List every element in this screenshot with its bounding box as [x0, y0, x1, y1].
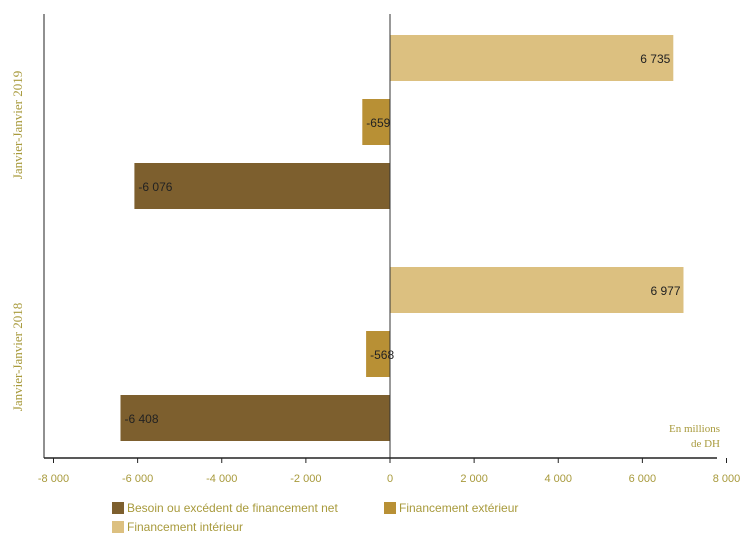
x-tick-label-8: 6 000 [629, 473, 657, 485]
unit-label-line-2: de DH [691, 438, 720, 450]
bar-1-1 [390, 35, 674, 81]
value-label-2-1: 6 977 [650, 284, 680, 298]
value-label-2-3: -6 408 [125, 412, 159, 426]
x-tick-label-7: 4 000 [544, 473, 572, 485]
legend: Besoin ou excédent de financement net Fin… [112, 501, 518, 534]
x-tick-label-9: 8 000 [713, 473, 741, 485]
bar-2-1 [390, 267, 684, 313]
legend-swatch-2 [384, 502, 396, 514]
x-tick-label-4: -2 000 [290, 473, 321, 485]
bar-1-2 [362, 99, 390, 145]
bar-2-2 [366, 331, 390, 377]
axes-layer [43, 14, 727, 463]
legend-label-3: Financement intérieur [127, 520, 243, 534]
bars-layer [120, 35, 684, 441]
bar-1-3 [134, 163, 390, 209]
labels-layer: 6 735 -659 -6 076 Janvier-Janvier 2019 6 977… [10, 52, 740, 485]
legend-swatch-1 [112, 502, 124, 514]
value-label-2-2: -568 [370, 348, 394, 362]
legend-swatch-3 [112, 521, 124, 533]
legend-label-1: Besoin ou excédent de financement net [127, 501, 338, 515]
x-tick-label-2: -6 000 [122, 473, 153, 485]
value-label-1-3: -6 076 [138, 180, 172, 194]
x-tick-label-3: -4 000 [206, 473, 237, 485]
value-label-1-1: 6 735 [640, 52, 670, 66]
x-tick-label-1: -8 000 [38, 473, 69, 485]
x-tick-label-6: 2 000 [460, 473, 488, 485]
bar-2-3 [120, 395, 390, 441]
value-label-1-2: -659 [366, 116, 390, 130]
unit-label-line-1: En millions [669, 423, 720, 435]
group-label-1: Janvier-Janvier 2019 [10, 71, 25, 179]
legend-label-2: Financement extérieur [399, 501, 518, 515]
x-tick-label-5: 0 [387, 473, 393, 485]
group-label-2: Janvier-Janvier 2018 [10, 303, 25, 411]
